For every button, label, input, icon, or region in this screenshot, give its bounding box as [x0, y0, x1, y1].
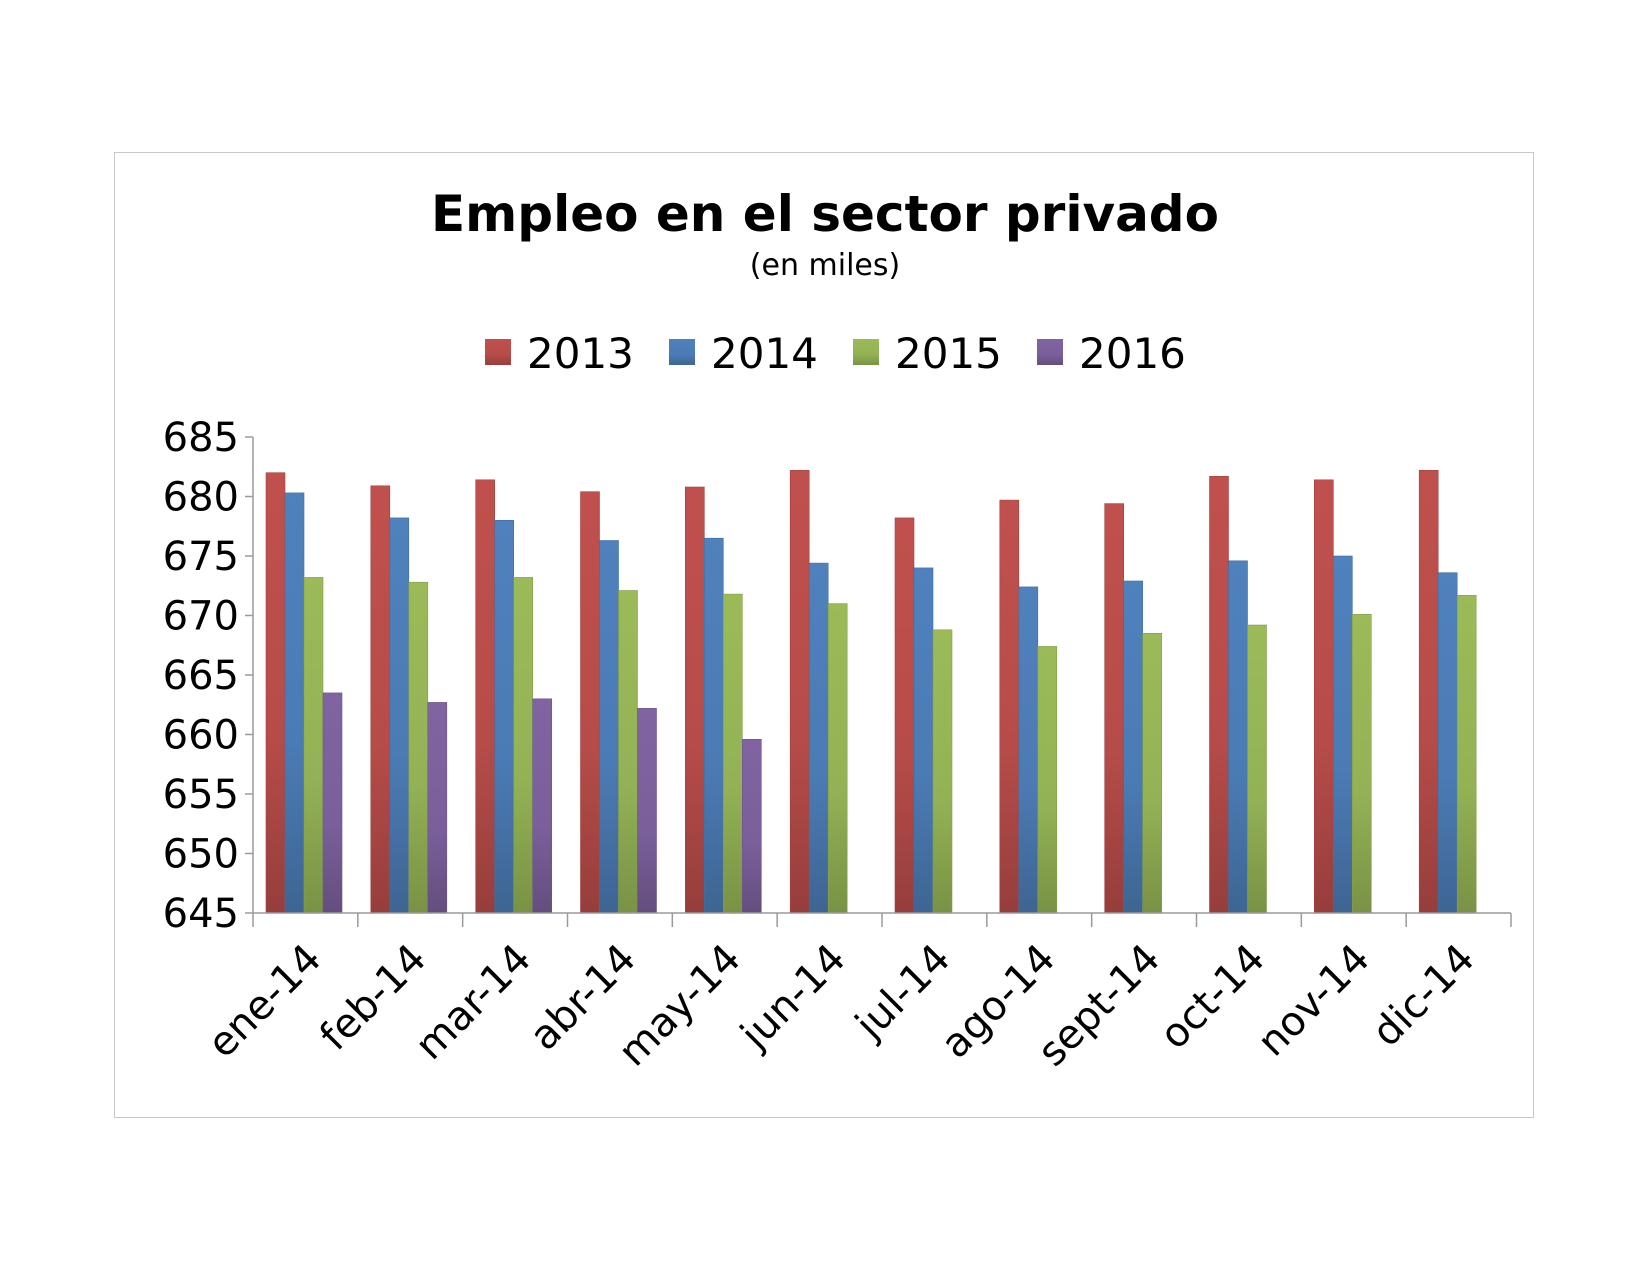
bar-2013-ene-14 — [265, 472, 286, 914]
bar-2015-dic-14 — [1456, 594, 1477, 914]
bar-2015-ene-14 — [303, 577, 324, 914]
bar-2013-abr-14 — [580, 491, 600, 914]
bar-2013-may-14 — [684, 486, 705, 914]
bar-2015-abr-14 — [618, 590, 638, 914]
legend-swatch-2015 — [853, 339, 879, 365]
bar-2014-jun-14 — [808, 562, 829, 914]
bar-2013-feb-14 — [370, 485, 391, 914]
x-tick-label-nov-14: nov-14 — [1249, 936, 1379, 1066]
y-tick-label-680: 680 — [163, 475, 239, 521]
bar-2013-ago-14 — [999, 499, 1020, 914]
bar-2016-abr-14 — [637, 707, 657, 914]
bar-2013-oct-14 — [1209, 475, 1229, 914]
bar-2014-ago-14 — [1018, 586, 1039, 914]
bar-2016-ene-14 — [322, 692, 343, 914]
bar-2014-feb-14 — [389, 517, 410, 914]
y-tick-label-660: 660 — [163, 713, 239, 759]
bar-2015-oct-14 — [1247, 624, 1267, 914]
bar-2015-jun-14 — [827, 603, 848, 914]
bars-group — [265, 469, 1477, 914]
chart-subtitle: (en miles) — [750, 248, 900, 283]
bar-2014-nov-14 — [1333, 555, 1353, 914]
bar-2016-mar-14 — [532, 698, 553, 914]
legend-swatch-2013 — [485, 339, 511, 365]
legend-swatch-2016 — [1037, 339, 1063, 365]
y-tick-label-655: 655 — [163, 772, 239, 818]
chart-canvas: Empleo en el sector privado (en miles) 2… — [163, 185, 1512, 1075]
x-tick-label-dic-14: dic-14 — [1364, 936, 1484, 1056]
bar-2015-nov-14 — [1352, 613, 1372, 914]
bar-2016-may-14 — [741, 738, 762, 914]
bar-2014-ene-14 — [284, 492, 305, 914]
legend: 2013 2014 2015 2016 — [485, 329, 1186, 378]
bar-2014-jul-14 — [913, 567, 934, 914]
bar-2015-may-14 — [722, 593, 743, 914]
y-tick-label-665: 665 — [163, 653, 239, 699]
bar-2015-mar-14 — [513, 577, 534, 914]
bar-2015-feb-14 — [408, 581, 429, 914]
bar-2013-sept-14 — [1104, 503, 1125, 914]
bar-2014-dic-14 — [1437, 572, 1458, 914]
legend-label-2016: 2016 — [1079, 329, 1186, 378]
bar-2014-may-14 — [703, 537, 724, 914]
bar-2013-nov-14 — [1314, 479, 1334, 914]
bar-2014-oct-14 — [1228, 560, 1248, 914]
bar-2016-feb-14 — [427, 702, 448, 914]
bar-2013-jun-14 — [789, 469, 810, 914]
bar-2014-mar-14 — [494, 519, 515, 914]
bar-2015-jul-14 — [932, 629, 953, 914]
bar-2013-jul-14 — [894, 517, 915, 914]
legend-label-2014: 2014 — [711, 329, 818, 378]
x-tick-label-ene-14: ene-14 — [199, 936, 330, 1067]
legend-label-2013: 2013 — [527, 329, 634, 378]
bar-2013-mar-14 — [475, 479, 496, 914]
y-tick-label-650: 650 — [163, 832, 239, 878]
chart-title: Empleo en el sector privado — [431, 185, 1219, 243]
bar-2014-sept-14 — [1123, 580, 1144, 914]
bar-2013-dic-14 — [1418, 469, 1439, 914]
x-tick-label-mar-14: mar-14 — [407, 936, 540, 1069]
y-tick-label-670: 670 — [163, 594, 239, 640]
bar-2015-sept-14 — [1142, 632, 1162, 914]
chart-frame: Empleo en el sector privado (en miles) 2… — [114, 152, 1534, 1118]
bar-2015-ago-14 — [1037, 646, 1058, 914]
y-tick-label-685: 685 — [163, 415, 239, 461]
bar-2014-abr-14 — [599, 540, 619, 914]
y-tick-label-675: 675 — [163, 534, 239, 580]
legend-swatch-2014 — [669, 339, 695, 365]
x-tick-label-jun-14: jun-14 — [732, 936, 855, 1059]
legend-label-2015: 2015 — [895, 329, 1002, 378]
y-tick-label-645: 645 — [163, 891, 239, 937]
